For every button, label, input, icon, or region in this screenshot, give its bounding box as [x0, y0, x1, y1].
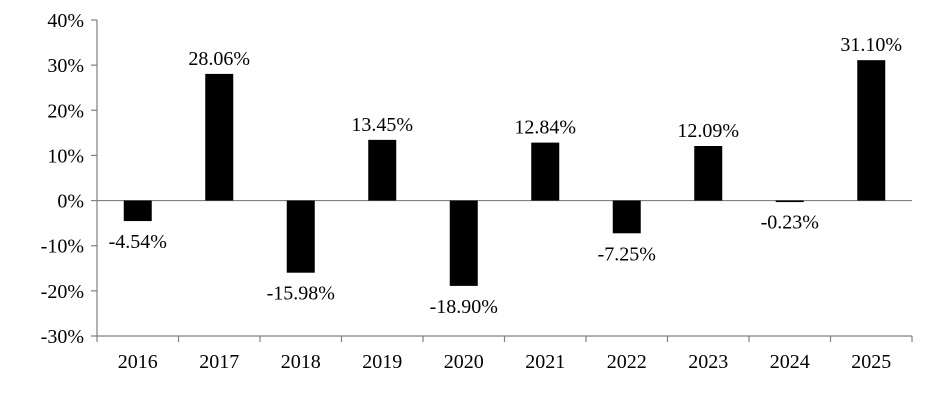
data-label-2025: 31.10%	[840, 34, 902, 56]
y-tick-label: 10%	[47, 145, 84, 167]
y-tick-label: 20%	[47, 100, 84, 122]
data-label-2017: 28.06%	[188, 48, 250, 70]
y-tick-label: -10%	[41, 236, 84, 258]
bar-2017	[205, 73, 234, 201]
y-tick-label: 30%	[47, 55, 84, 77]
y-tick-label: -20%	[41, 281, 84, 303]
x-tick-label-2025: 2025	[851, 351, 891, 373]
data-label-2024: -0.23%	[761, 212, 819, 234]
y-tick-label: 40%	[47, 10, 84, 32]
bar-2025	[857, 60, 886, 201]
bar-2022	[612, 200, 641, 234]
x-tick-label-2020: 2020	[444, 351, 484, 373]
bar-2016	[123, 200, 152, 222]
data-label-2021: 12.84%	[514, 117, 576, 139]
y-tick-label: -30%	[41, 326, 84, 348]
data-label-2023: 12.09%	[677, 120, 739, 142]
bar-2021	[531, 142, 560, 201]
bars-group	[123, 60, 886, 286]
data-label-2018: -15.98%	[267, 283, 335, 305]
x-tick-label-2024: 2024	[770, 351, 810, 373]
x-tick-label-2019: 2019	[362, 351, 402, 373]
data-label-2020: -18.90%	[430, 296, 498, 318]
bar-2020	[449, 200, 478, 286]
bar-2024	[775, 200, 804, 203]
x-ticks-group: 2016 2017 2018 2019 2020 2021 2022 2023 2024 2025	[96, 336, 913, 373]
x-tick-label-2018: 2018	[281, 351, 321, 373]
y-tick-label: 0%	[57, 191, 84, 213]
x-tick-label-2022: 2022	[607, 351, 647, 373]
x-tick-label-2017: 2017	[199, 351, 239, 373]
x-tick-label-2021: 2021	[525, 351, 565, 373]
data-label-2016: -4.54%	[109, 231, 167, 253]
data-labels-group: -4.54% 28.06% -15.98% 13.45% -18.90% 12.84% -7…	[109, 34, 903, 318]
data-label-2022: -7.25%	[598, 243, 656, 265]
bar-2023	[694, 145, 723, 201]
x-tick-label-2023: 2023	[688, 351, 728, 373]
y-ticks-group: 40% 30% 20% 10% 0% -10% -20% -30%	[41, 10, 97, 348]
data-label-2019: 13.45%	[351, 114, 413, 136]
bar-2018	[286, 200, 315, 273]
x-tick-label-2016: 2016	[118, 351, 158, 373]
bar-2019	[368, 139, 397, 201]
